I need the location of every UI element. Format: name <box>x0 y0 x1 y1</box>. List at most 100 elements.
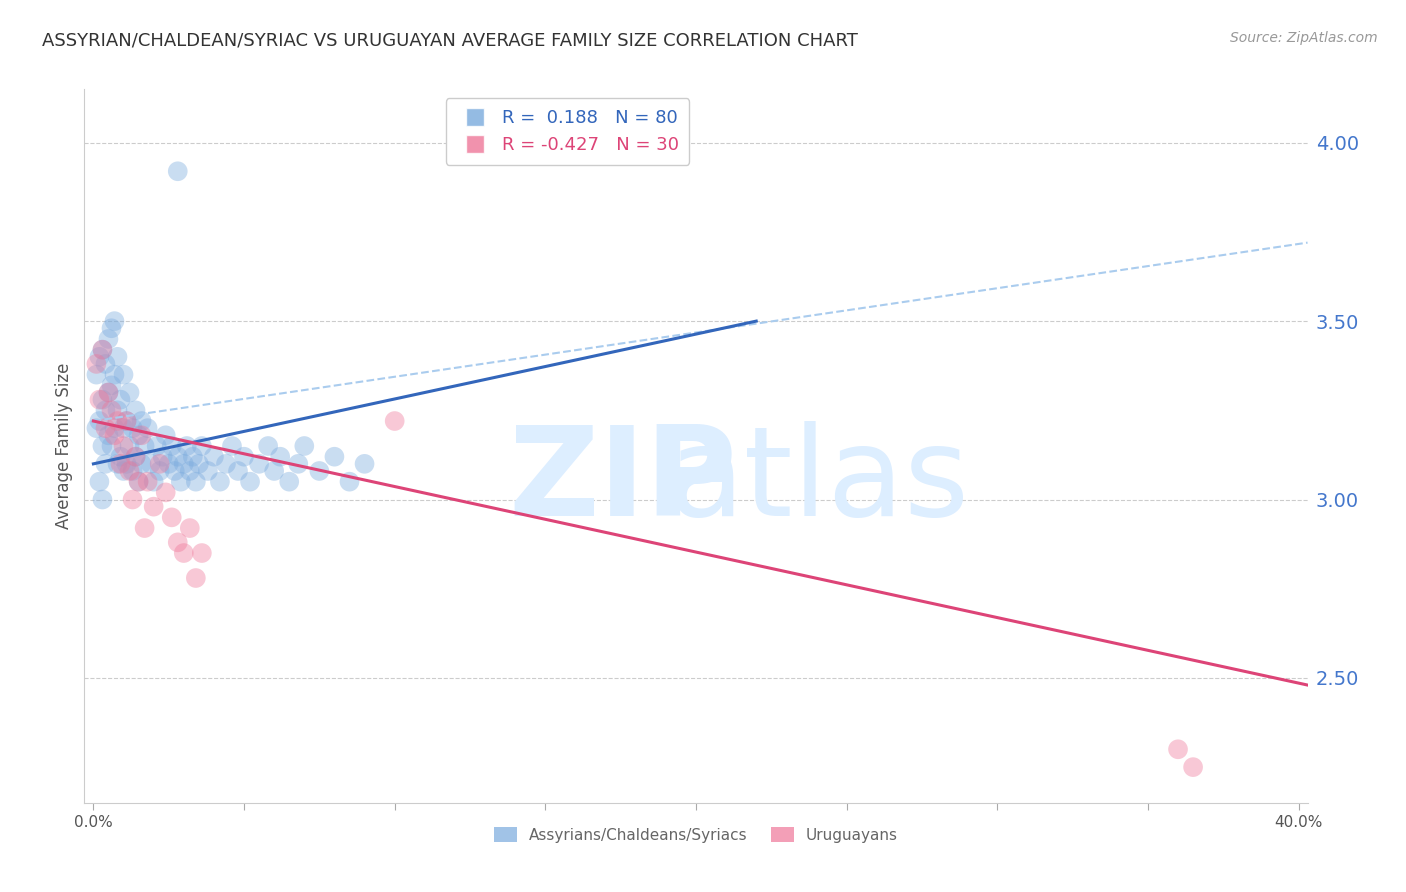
Point <box>128 475 150 489</box>
Point <box>91 392 114 407</box>
Point <box>233 450 256 464</box>
Point <box>100 378 122 392</box>
Point <box>145 439 167 453</box>
Point <box>107 414 129 428</box>
Point <box>94 421 117 435</box>
Point <box>131 414 153 428</box>
Point <box>103 421 125 435</box>
Point <box>187 457 209 471</box>
Point <box>239 475 262 489</box>
Point <box>128 475 150 489</box>
Point <box>89 392 111 407</box>
Point <box>97 332 120 346</box>
Point <box>263 464 285 478</box>
Point <box>184 571 207 585</box>
Point <box>89 475 111 489</box>
Y-axis label: Average Family Size: Average Family Size <box>55 363 73 529</box>
Point <box>202 450 225 464</box>
Point <box>131 428 153 442</box>
Point <box>121 421 143 435</box>
Point <box>181 450 204 464</box>
Point <box>86 421 108 435</box>
Point <box>97 428 120 442</box>
Point <box>91 492 114 507</box>
Point <box>226 464 249 478</box>
Point <box>142 475 165 489</box>
Text: atlas: atlas <box>668 421 969 542</box>
Point <box>89 350 111 364</box>
Point <box>142 500 165 514</box>
Point <box>94 357 117 371</box>
Point <box>136 421 159 435</box>
Point <box>131 457 153 471</box>
Point <box>134 439 156 453</box>
Point <box>149 457 172 471</box>
Point <box>173 546 195 560</box>
Point <box>157 457 180 471</box>
Point <box>115 414 138 428</box>
Point <box>160 439 183 453</box>
Point <box>215 457 238 471</box>
Point <box>384 414 406 428</box>
Point <box>121 464 143 478</box>
Point <box>173 457 195 471</box>
Point <box>269 450 291 464</box>
Point <box>292 439 315 453</box>
Point <box>100 439 122 453</box>
Point <box>155 428 177 442</box>
Legend: Assyrians/Chaldeans/Syriacs, Uruguayans: Assyrians/Chaldeans/Syriacs, Uruguayans <box>488 821 904 848</box>
Point <box>136 475 159 489</box>
Point <box>128 428 150 442</box>
Text: ZIP: ZIP <box>508 421 737 542</box>
Point <box>100 321 122 335</box>
Point <box>163 464 186 478</box>
Point <box>118 439 141 453</box>
Point <box>184 475 207 489</box>
Point <box>247 457 270 471</box>
Point <box>112 421 135 435</box>
Point <box>1182 760 1205 774</box>
Point <box>287 457 309 471</box>
Point <box>97 385 120 400</box>
Point <box>139 457 162 471</box>
Point <box>208 475 231 489</box>
Point <box>86 357 108 371</box>
Point <box>107 350 129 364</box>
Point <box>115 457 138 471</box>
Point <box>107 457 129 471</box>
Point <box>103 314 125 328</box>
Point <box>103 428 125 442</box>
Point <box>91 439 114 453</box>
Point <box>89 414 111 428</box>
Point <box>308 464 330 478</box>
Text: ASSYRIAN/CHALDEAN/SYRIAC VS URUGUAYAN AVERAGE FAMILY SIZE CORRELATION CHART: ASSYRIAN/CHALDEAN/SYRIAC VS URUGUAYAN AV… <box>42 31 858 49</box>
Point <box>110 457 132 471</box>
Point <box>1167 742 1189 756</box>
Point <box>110 392 132 407</box>
Point <box>257 439 280 453</box>
Point <box>124 450 146 464</box>
Point <box>197 464 219 478</box>
Point <box>160 510 183 524</box>
Point <box>100 403 122 417</box>
Point <box>91 343 114 357</box>
Point <box>115 414 138 428</box>
Point <box>112 464 135 478</box>
Point <box>118 464 141 478</box>
Point <box>134 521 156 535</box>
Point <box>124 450 146 464</box>
Point <box>91 343 114 357</box>
Text: Source: ZipAtlas.com: Source: ZipAtlas.com <box>1230 31 1378 45</box>
Point <box>176 439 198 453</box>
Point <box>179 464 201 478</box>
Point <box>97 385 120 400</box>
Point <box>155 485 177 500</box>
Point <box>339 475 361 489</box>
Point <box>118 385 141 400</box>
Point <box>166 164 188 178</box>
Point <box>110 450 132 464</box>
Point <box>86 368 108 382</box>
Point <box>191 546 214 560</box>
Point <box>121 492 143 507</box>
Point <box>191 439 214 453</box>
